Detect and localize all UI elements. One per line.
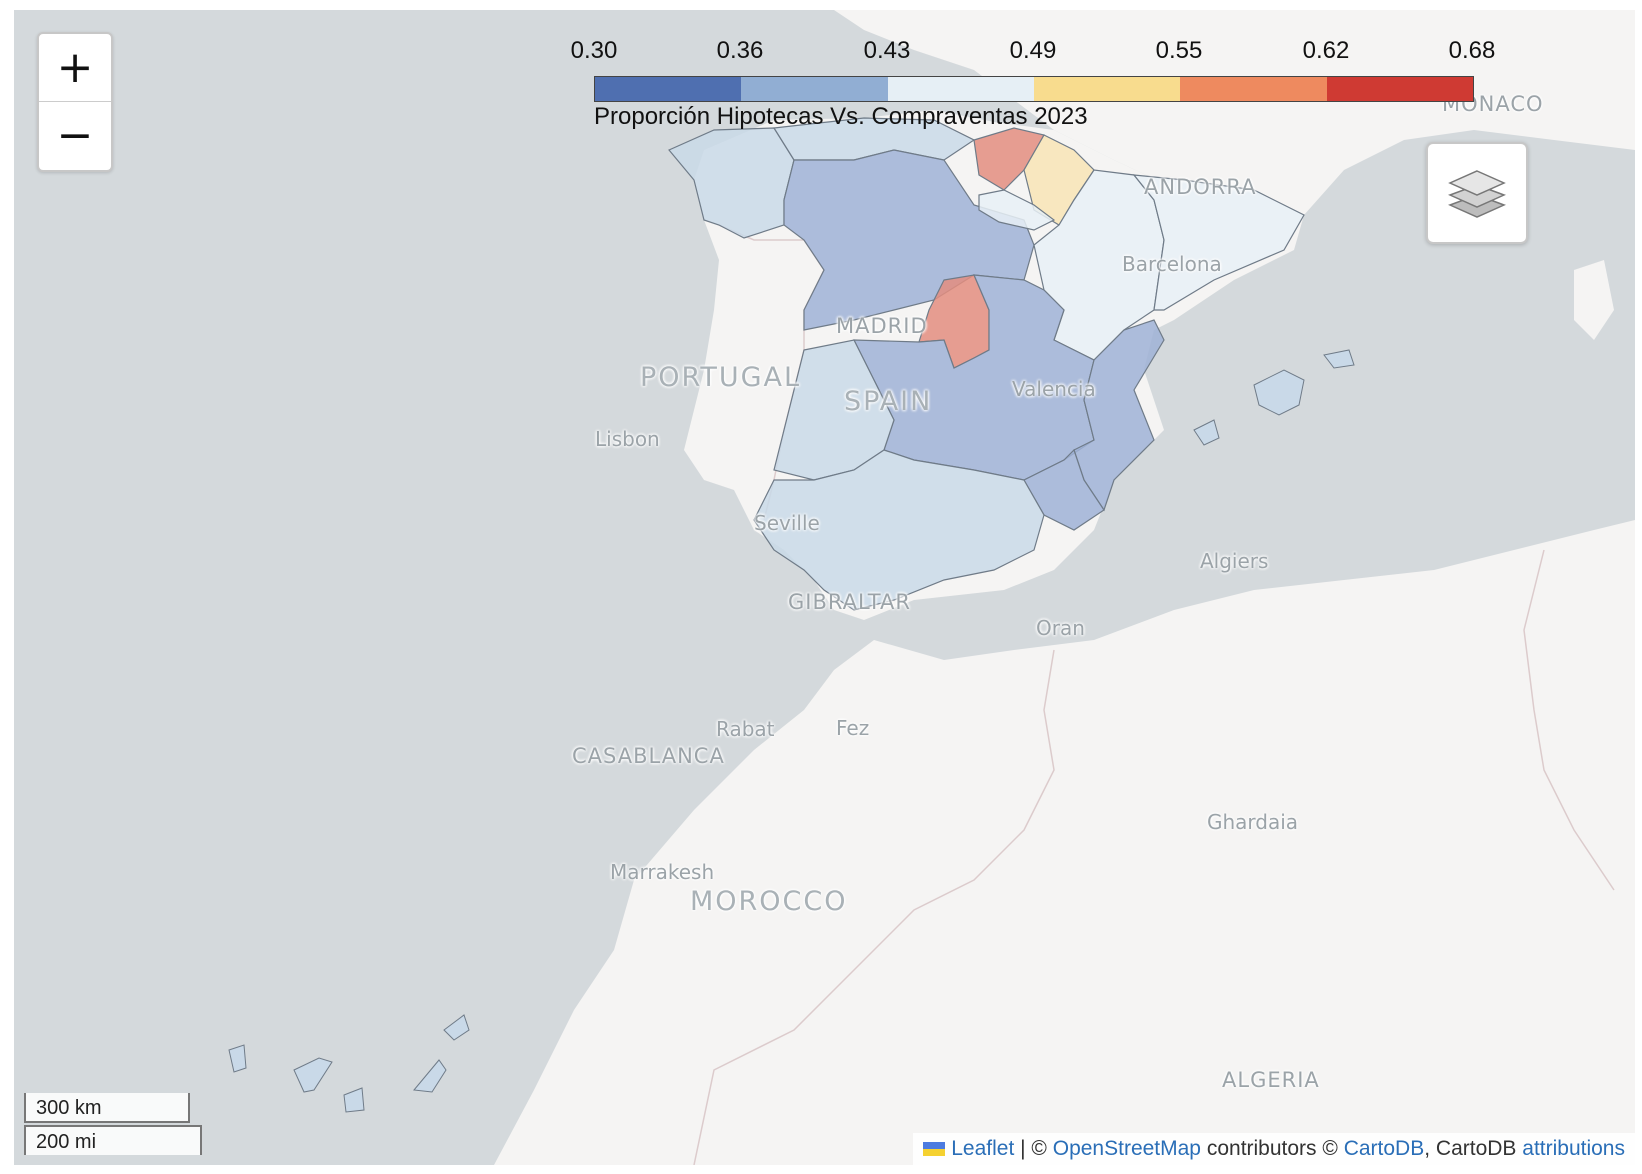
label-rabat: Rabat <box>716 717 775 741</box>
legend-swatch <box>595 77 742 101</box>
sardinia-land <box>1574 260 1614 340</box>
legend-tick: 0.43 <box>863 37 911 64</box>
label-algeria: ALGERIA <box>1222 1068 1320 1092</box>
label-marrakesh: Marrakesh <box>610 860 715 884</box>
region-valencia <box>1073 319 1165 512</box>
layers-control-button[interactable] <box>1426 142 1528 244</box>
osm-link[interactable]: OpenStreetMap <box>1052 1137 1201 1160</box>
zoom-control: + − <box>37 32 113 172</box>
region-la-rioja <box>978 189 1056 231</box>
label-oran: Oran <box>1036 616 1085 640</box>
region-andalucia <box>753 449 1045 611</box>
label-seville: Seville <box>754 511 820 535</box>
legend-color-bar <box>594 76 1474 102</box>
label-algiers: Algiers <box>1200 549 1269 573</box>
legend-swatch <box>1326 77 1473 101</box>
label-valencia: Valencia <box>1012 377 1096 401</box>
canary-5 <box>443 1014 470 1041</box>
mallorca <box>1253 369 1305 416</box>
label-lisbon: Lisbon <box>595 427 660 451</box>
zoom-out-button[interactable]: − <box>56 110 94 161</box>
canary-1 <box>228 1044 247 1073</box>
canary-4 <box>413 1059 447 1093</box>
label-casablanca: CASABLANCA <box>572 744 725 768</box>
legend-swatch <box>1033 77 1181 101</box>
region-cataluna <box>1132 174 1305 311</box>
legend-tick: 0.49 <box>1009 37 1057 64</box>
zoom-in-button[interactable]: + <box>39 34 111 102</box>
leaflet-link[interactable]: Leaflet <box>951 1137 1015 1160</box>
label-madrid: MADRID <box>836 314 928 338</box>
legend-tick: 0.30 <box>570 37 618 64</box>
layers-icon <box>1448 170 1506 218</box>
legend-tick: 0.55 <box>1155 37 1203 64</box>
label-portugal: PORTUGAL <box>640 362 802 393</box>
label-gibraltar: GIBRALTAR <box>788 590 911 614</box>
canary-2 <box>293 1057 333 1093</box>
label-fez: Fez <box>836 716 870 740</box>
border-morocco-algeria <box>693 649 1055 1165</box>
attribution: Leaflet | © OpenStreetMap contributors ©… <box>913 1133 1635 1165</box>
attribution-contrib: contributors © <box>1201 1137 1344 1160</box>
attribution-sep: | © <box>1014 1137 1053 1160</box>
scale-mi: 200 mi <box>24 1125 202 1155</box>
label-andorra: ANDORRA <box>1144 175 1257 199</box>
ukraine-flag-icon <box>923 1142 946 1157</box>
label-spain: SPAIN <box>844 386 933 417</box>
label-ghardaia: Ghardaia <box>1207 810 1299 834</box>
scale-km: 300 km <box>24 1093 190 1123</box>
menorca <box>1323 349 1355 369</box>
region-galicia <box>668 127 795 239</box>
label-morocco: MOROCCO <box>690 886 848 917</box>
region-murcia <box>1023 448 1105 531</box>
choropleth-regions <box>668 117 1305 611</box>
cartodb-link[interactable]: CartoDB <box>1343 1137 1425 1160</box>
color-legend: 0.30 0.36 0.43 0.49 0.55 0.62 0.68 Propo… <box>554 32 1496 132</box>
legend-swatch <box>741 77 888 101</box>
border-algeria-east <box>1523 549 1615 891</box>
attributions-link[interactable]: attributions <box>1522 1137 1625 1160</box>
canary-3 <box>343 1087 365 1113</box>
france-land <box>834 10 1635 215</box>
attribution-mid: , CartoDB <box>1424 1137 1523 1160</box>
basemap <box>228 10 1635 1165</box>
north-africa-land <box>494 520 1635 1165</box>
legend-swatch <box>1180 77 1327 101</box>
map-canvas[interactable]: MONACO ANDORRA Barcelona MADRID PORTUGAL… <box>14 10 1635 1165</box>
legend-swatch <box>887 77 1034 101</box>
legend-tick: 0.36 <box>716 37 764 64</box>
label-barcelona: Barcelona <box>1122 252 1222 276</box>
legend-caption: Proporción Hipotecas Vs. Compraventas 20… <box>594 103 1088 130</box>
ibiza <box>1193 419 1220 446</box>
scale-bar: 300 km 200 mi <box>24 1093 202 1155</box>
legend-tick: 0.68 <box>1448 37 1496 64</box>
legend-tick: 0.62 <box>1302 37 1350 64</box>
